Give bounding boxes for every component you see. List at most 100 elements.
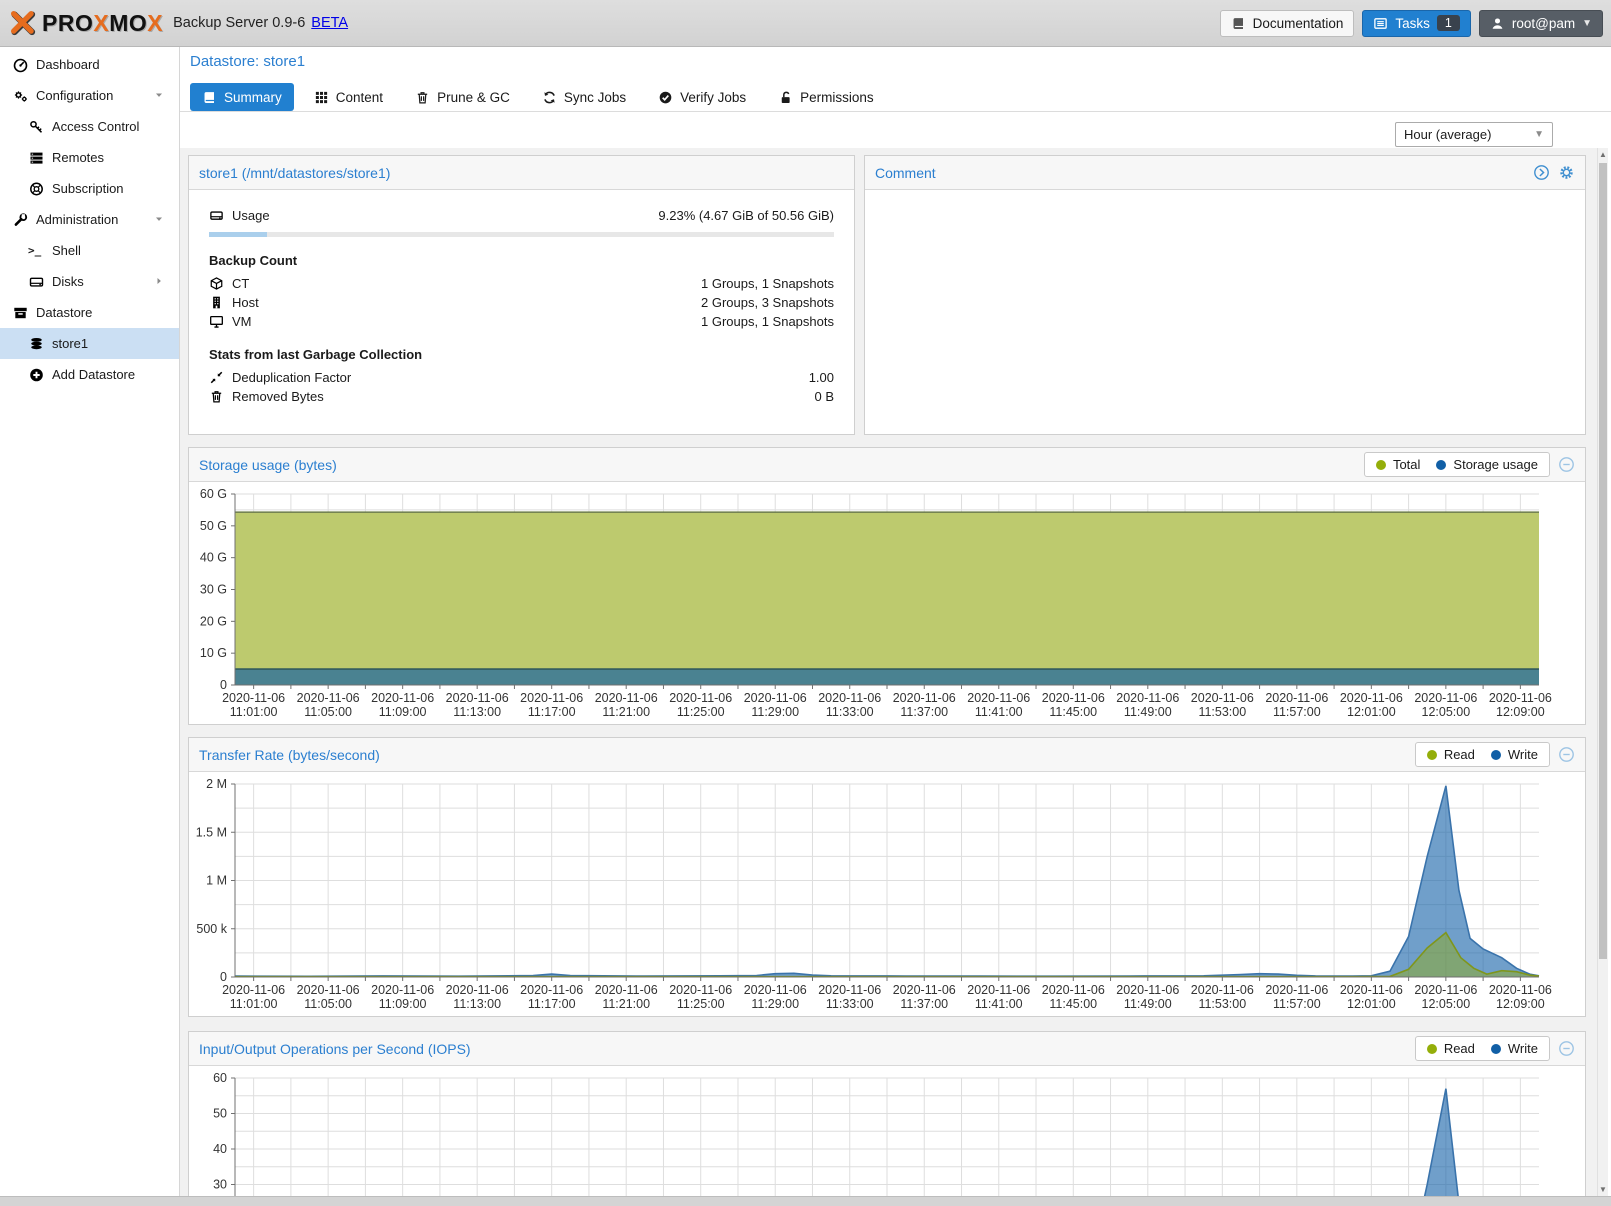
usage-progress-fill — [209, 232, 267, 237]
legend-item-total[interactable]: Total — [1375, 457, 1420, 472]
svg-text:2020-11-06: 2020-11-06 — [893, 983, 956, 997]
scroll-up-arrow[interactable]: ▲ — [1599, 150, 1607, 159]
cube-icon — [210, 277, 223, 290]
svg-text:2020-11-06: 2020-11-06 — [1042, 691, 1105, 705]
window-bottom-edge — [0, 1196, 1611, 1206]
legend-dot — [1426, 1043, 1437, 1054]
svg-text:0: 0 — [220, 678, 227, 692]
sidebar-item-administration[interactable]: Administration — [0, 204, 179, 235]
gc-stats-heading: Stats from last Garbage Collection — [209, 347, 423, 362]
collapse-icon[interactable] — [1558, 1040, 1575, 1057]
tab-content[interactable]: Content — [302, 83, 395, 111]
timeframe-select[interactable]: Hour (average) ▼ — [1395, 122, 1553, 147]
svg-text:60 G: 60 G — [200, 487, 227, 501]
svg-text:2020-11-06: 2020-11-06 — [371, 691, 434, 705]
svg-text:60: 60 — [213, 1071, 227, 1085]
sidebar-item-remotes[interactable]: Remotes — [0, 142, 179, 173]
svg-text:11:45:00: 11:45:00 — [1049, 705, 1097, 719]
wrench-icon — [14, 212, 28, 226]
svg-text:2020-11-06: 2020-11-06 — [744, 983, 807, 997]
svg-text:2020-11-06: 2020-11-06 — [297, 691, 360, 705]
page-title: Datastore: store1 — [190, 53, 306, 70]
collapse-icon[interactable] — [1558, 456, 1575, 473]
legend-item-write[interactable]: Write — [1490, 747, 1538, 762]
svg-text:12:05:00: 12:05:00 — [1422, 705, 1471, 719]
svg-text:11:57:00: 11:57:00 — [1273, 997, 1321, 1011]
chevron-right-icon[interactable] — [153, 275, 165, 287]
svg-text:11:21:00: 11:21:00 — [602, 705, 650, 719]
svg-text:500 k: 500 k — [196, 922, 227, 936]
svg-text:11:05:00: 11:05:00 — [304, 705, 352, 719]
legend-item-read[interactable]: Read — [1426, 1041, 1475, 1056]
documentation-button[interactable]: Documentation — [1219, 9, 1355, 37]
tab-sync-jobs[interactable]: Sync Jobs — [530, 83, 638, 111]
svg-text:12:01:00: 12:01:00 — [1347, 997, 1396, 1011]
legend-item-storage-usage[interactable]: Storage usage — [1436, 457, 1538, 472]
svg-text:11:01:00: 11:01:00 — [230, 705, 278, 719]
svg-text:11:37:00: 11:37:00 — [900, 705, 948, 719]
task-list-icon — [1374, 17, 1388, 29]
svg-text:2020-11-06: 2020-11-06 — [893, 691, 956, 705]
svg-text:11:49:00: 11:49:00 — [1124, 997, 1172, 1011]
tab-prune-gc[interactable]: Prune & GC — [403, 83, 522, 111]
chevron-down-icon[interactable] — [153, 89, 165, 101]
terminal-icon: >_ — [28, 244, 42, 257]
scroll-down-arrow[interactable]: ▼ — [1599, 1185, 1607, 1194]
server-stack-icon — [30, 152, 43, 164]
tab-permissions[interactable]: Permissions — [766, 83, 886, 111]
svg-text:11:57:00: 11:57:00 — [1273, 705, 1321, 719]
brand-wordmark: PROXMOX — [42, 9, 164, 36]
svg-text:11:05:00: 11:05:00 — [304, 997, 352, 1011]
user-icon — [1492, 17, 1503, 29]
vertical-scrollbar[interactable]: ▲ ▼ — [1597, 148, 1608, 1196]
sidebar-item-datastore[interactable]: Datastore — [0, 297, 179, 328]
svg-text:2020-11-06: 2020-11-06 — [520, 983, 583, 997]
svg-text:2020-11-06: 2020-11-06 — [1265, 691, 1328, 705]
svg-text:11:49:00: 11:49:00 — [1124, 705, 1172, 719]
sidebar-item-configuration[interactable]: Configuration — [0, 80, 179, 111]
sidebar-item-disks[interactable]: Disks — [0, 266, 179, 297]
svg-text:11:17:00: 11:17:00 — [528, 997, 576, 1011]
svg-text:0: 0 — [220, 970, 227, 984]
chevron-down-icon[interactable] — [153, 213, 165, 225]
sidebar-item-access-control[interactable]: Access Control — [0, 111, 179, 142]
svg-text:2020-11-06: 2020-11-06 — [1489, 983, 1552, 997]
svg-text:2020-11-06: 2020-11-06 — [1414, 691, 1477, 705]
sidebar-item-add-datastore[interactable]: Add Datastore — [0, 359, 179, 390]
tab-verify-jobs[interactable]: Verify Jobs — [646, 83, 758, 111]
backup-count-heading: Backup Count — [209, 253, 298, 268]
compress-icon — [210, 371, 223, 384]
sidebar-item-store1[interactable]: store1 — [0, 328, 179, 359]
grid-icon — [315, 91, 327, 103]
tab-summary[interactable]: Summary — [190, 83, 294, 111]
legend-item-write[interactable]: Write — [1490, 1041, 1538, 1056]
user-menu-button[interactable]: root@pam ▼ — [1478, 9, 1603, 37]
legend-item-read[interactable]: Read — [1426, 747, 1475, 762]
gear-icon[interactable] — [1558, 164, 1575, 181]
collapse-icon[interactable] — [1558, 746, 1575, 763]
tasks-count-badge: 1 — [1436, 15, 1460, 31]
svg-text:11:25:00: 11:25:00 — [677, 705, 725, 719]
sidebar-item-dashboard[interactable]: Dashboard — [0, 49, 179, 80]
transfer-rate-panel: Transfer Rate (bytes/second) Read Write … — [188, 737, 1586, 1017]
comment-body[interactable] — [865, 190, 1585, 222]
svg-text:2020-11-06: 2020-11-06 — [967, 691, 1030, 705]
svg-text:2020-11-06: 2020-11-06 — [520, 691, 583, 705]
sidebar-item-subscription[interactable]: Subscription — [0, 173, 179, 204]
life-ring-icon — [30, 182, 43, 195]
chevron-down-icon: ▼ — [1582, 17, 1592, 29]
svg-text:11:13:00: 11:13:00 — [453, 997, 501, 1011]
hdd-icon — [210, 211, 223, 220]
sidebar-item-shell[interactable]: >_ Shell — [28, 243, 81, 258]
scrollbar-thumb[interactable] — [1599, 163, 1607, 960]
check-circle-icon — [659, 91, 672, 103]
beta-link[interactable]: BETA — [311, 15, 349, 31]
svg-text:2020-11-06: 2020-11-06 — [744, 691, 807, 705]
storage-usage-panel: Storage usage (bytes) Total Storage usag… — [188, 447, 1586, 725]
monitor-icon — [210, 315, 223, 328]
tasks-button[interactable]: Tasks 1 — [1362, 9, 1471, 37]
svg-text:40: 40 — [213, 1142, 227, 1156]
chevron-circle-right-icon[interactable] — [1533, 164, 1550, 181]
storage-chart-legend: Total Storage usage — [1363, 452, 1550, 477]
svg-text:11:21:00: 11:21:00 — [602, 997, 650, 1011]
